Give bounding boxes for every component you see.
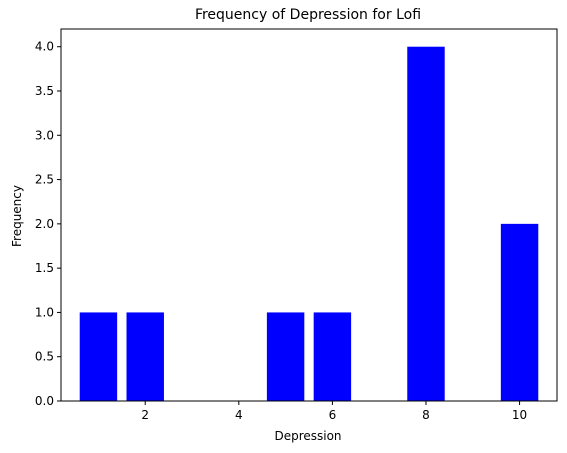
bar-8: [407, 46, 445, 401]
y-tick-label: 2.0: [35, 217, 54, 231]
y-tick-label: 3.5: [35, 84, 54, 98]
y-tick-label: 1.0: [35, 305, 54, 319]
bar-2: [126, 312, 164, 401]
bar-1: [79, 312, 118, 401]
x-tick-label: 10: [512, 408, 527, 422]
bars-group: [79, 46, 539, 401]
bar-10: [500, 223, 539, 401]
x-axis-ticks: 2 4 6 8 10: [141, 401, 527, 422]
plot-frame: [60, 28, 558, 402]
x-tick-label: 4: [235, 408, 243, 422]
y-axis-ticks: 0.0 0.5 1.0 1.5 2.0 2.5 3.0 3.5 4.0: [35, 40, 61, 408]
x-tick-label: 6: [329, 408, 337, 422]
y-tick-label: 4.0: [35, 40, 54, 54]
y-tick-label: 1.5: [35, 261, 54, 275]
x-tick-label: 8: [422, 408, 430, 422]
y-tick-label: 2.5: [35, 173, 54, 187]
bar-5: [266, 312, 305, 401]
chart-title: Frequency of Depression for Lofi: [195, 7, 421, 23]
y-tick-label: 0.0: [35, 394, 54, 408]
x-tick-label: 2: [141, 408, 149, 422]
y-tick-label: 0.5: [35, 350, 54, 364]
y-tick-label: 3.0: [35, 128, 54, 142]
x-axis-label: Depression: [274, 429, 341, 443]
bar-6: [313, 312, 352, 401]
y-axis-label: Frequency: [10, 185, 24, 247]
